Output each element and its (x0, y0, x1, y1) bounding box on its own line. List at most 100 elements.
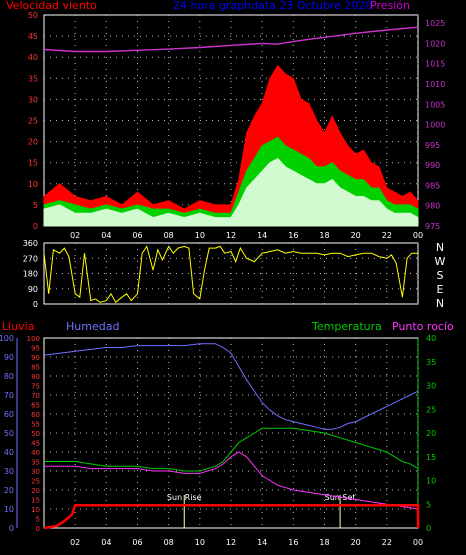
direction-y-tick: 270 (23, 254, 38, 263)
pressure-y-tick: 1020 (425, 39, 445, 48)
x-tick-label: 14 (257, 538, 267, 547)
humidity-y-tick: 10 (4, 505, 14, 514)
humidity-y-tick: 0 (9, 524, 14, 533)
humidity-y-tick: 100 (0, 334, 14, 343)
wind-y-tick: 40 (28, 53, 38, 62)
temperature-y-tick: 35 (426, 358, 436, 367)
rain-y-tick: 5 (36, 516, 40, 524)
direction-y-tick: 90 (28, 285, 38, 294)
pressure-y-tick: 985 (425, 181, 440, 190)
dew-point-title: Punto rocío (392, 320, 454, 333)
pressure-y-tick: 1010 (425, 80, 445, 89)
rain-y-tick: 45 (31, 440, 40, 448)
rain-y-tick: 90 (31, 354, 40, 362)
x-tick-label: 18 (319, 231, 329, 240)
x-tick-label: 08 (164, 231, 174, 240)
rain-y-tick: 40 (31, 449, 40, 457)
x-tick-label: 06 (132, 538, 142, 547)
x-tick-label: 18 (319, 538, 329, 547)
pressure-y-tick: 1015 (425, 60, 445, 69)
temperature-y-tick: 25 (426, 405, 436, 414)
wind-speed-title: Velocidad viento (6, 0, 97, 12)
x-tick-label: 10 (195, 538, 205, 547)
pressure-y-tick: 980 (425, 202, 440, 211)
humidity-y-tick: 20 (4, 486, 14, 495)
x-tick-label: 14 (257, 231, 267, 240)
rain-title: Lluvia (2, 320, 35, 333)
sunrise-label: Sun Rise (167, 493, 202, 502)
temperature-y-tick: 0 (426, 524, 431, 533)
pressure-title: Presión (370, 0, 410, 12)
humidity-y-tick: 70 (4, 391, 14, 400)
series-punto-roco (44, 451, 419, 510)
series-temperatura (44, 427, 419, 472)
rain-y-tick: 85 (31, 364, 40, 372)
humidity-y-tick: 40 (4, 448, 14, 457)
series-lluvia (43, 503, 420, 530)
rain-y-tick: 75 (31, 383, 40, 391)
wind-y-tick: 25 (28, 117, 38, 126)
x-tick-label: 20 (351, 538, 361, 547)
x-tick-label: 04 (101, 231, 111, 240)
rain-y-tick: 70 (31, 392, 40, 400)
series-humedad (43, 343, 419, 430)
wind-y-tick: 10 (28, 180, 38, 189)
x-tick-label: 10 (195, 231, 205, 240)
wind-y-tick: 0 (33, 222, 38, 231)
rain-y-tick: 50 (31, 430, 40, 438)
x-tick-label: 16 (288, 538, 298, 547)
wind-y-tick: 15 (28, 159, 38, 168)
direction-y-tick: 360 (23, 239, 38, 248)
direction-y-tick: 180 (23, 270, 38, 279)
rain-y-tick: 25 (31, 478, 40, 486)
pressure-y-tick: 995 (425, 141, 440, 150)
x-tick-label: 12 (226, 538, 236, 547)
temperature-y-tick: 10 (426, 477, 436, 486)
rain-y-tick: 20 (31, 487, 40, 495)
compass-label: W (435, 255, 446, 268)
rain-y-tick: 65 (31, 402, 40, 410)
x-tick-label: 06 (132, 231, 142, 240)
x-tick-label: 04 (101, 538, 111, 547)
temperature-y-tick: 40 (426, 334, 436, 343)
humidity-y-tick: 80 (4, 372, 14, 381)
x-tick-label: 22 (382, 231, 392, 240)
wind-y-tick: 5 (33, 201, 38, 210)
wind-direction-line (43, 245, 418, 304)
rain-y-tick: 0 (36, 525, 40, 533)
rain-y-tick: 55 (31, 421, 40, 429)
rain-y-tick: 10 (31, 506, 40, 514)
humidity-y-tick: 30 (4, 467, 14, 476)
humidity-y-tick: 90 (4, 353, 14, 362)
rain-y-tick: 100 (27, 335, 40, 343)
wind-y-tick: 50 (28, 11, 38, 20)
compass-label: S (437, 269, 444, 282)
wind-y-tick: 30 (28, 95, 38, 104)
rain-y-tick: 35 (31, 459, 40, 467)
pressure-y-tick: 1005 (425, 100, 445, 109)
rain-y-tick: 30 (31, 468, 40, 476)
temperature-y-tick: 15 (426, 453, 436, 462)
x-tick-label: 16 (288, 231, 298, 240)
wind-y-tick: 45 (28, 32, 38, 41)
x-tick-label: 00 (413, 231, 423, 240)
humidity-y-tick: 50 (4, 429, 14, 438)
x-tick-label: 22 (382, 538, 392, 547)
x-tick-label: 02 (70, 231, 80, 240)
compass-label: E (437, 283, 444, 296)
rain-y-tick: 60 (31, 411, 40, 419)
rain-y-tick: 80 (31, 373, 40, 381)
x-tick-label: 02 (70, 538, 80, 547)
pressure-y-tick: 975 (425, 222, 440, 231)
direction-y-tick: 0 (33, 300, 38, 309)
temperature-y-tick: 5 (426, 500, 431, 509)
humidity-title: Humedad (66, 320, 120, 333)
temperature-y-tick: 20 (426, 429, 436, 438)
chart-title: 24 hora graphdata 23 Octubre 2020 (173, 0, 373, 12)
rain-y-tick: 15 (31, 497, 40, 505)
x-tick-label: 00 (413, 538, 423, 547)
rain-y-tick: 95 (31, 345, 40, 353)
humidity-y-tick: 60 (4, 410, 14, 419)
compass-label: N (436, 297, 444, 310)
